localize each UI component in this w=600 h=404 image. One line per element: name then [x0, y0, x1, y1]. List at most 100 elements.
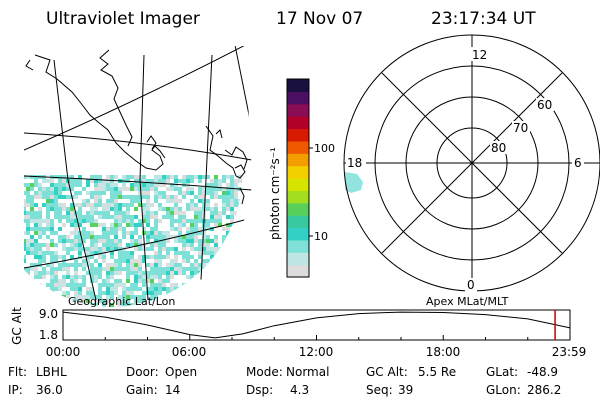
emission-pixel	[254, 295, 258, 299]
emission-pixel	[58, 199, 62, 203]
emission-pixel	[110, 223, 114, 227]
emission-pixel	[166, 263, 170, 267]
emission-pixel	[58, 231, 62, 235]
emission-pixel	[114, 223, 118, 227]
emission-pixel	[86, 175, 90, 179]
emission-pixel	[82, 211, 86, 215]
emission-pixel	[154, 247, 158, 251]
emission-pixel	[106, 227, 110, 231]
emission-pixel	[218, 231, 222, 235]
emission-pixel	[26, 215, 30, 219]
emission-pixel	[206, 247, 210, 251]
emission-pixel	[246, 247, 250, 251]
emission-pixel	[62, 179, 66, 183]
emission-pixel	[106, 195, 110, 199]
emission-pixel	[30, 247, 34, 251]
info-mode-label: Mode:	[246, 365, 283, 379]
emission-pixel	[126, 223, 130, 227]
emission-pixel	[86, 295, 90, 299]
emission-pixel	[50, 291, 54, 295]
emission-pixel	[238, 295, 242, 299]
emission-pixel	[250, 211, 254, 215]
emission-pixel	[50, 187, 54, 191]
emission-pixel	[118, 175, 122, 179]
emission-pixel	[206, 203, 210, 207]
emission-pixel	[202, 235, 206, 239]
emission-pixel	[90, 247, 94, 251]
emission-pixel	[82, 299, 86, 303]
emission-pixel	[254, 243, 258, 247]
emission-pixel	[42, 219, 46, 223]
emission-pixel	[170, 179, 174, 183]
emission-pixel	[94, 243, 98, 247]
emission-pixel	[50, 243, 54, 247]
emission-pixel	[62, 223, 66, 227]
emission-pixel	[90, 287, 94, 291]
emission-pixel	[102, 183, 106, 187]
emission-pixel	[70, 235, 74, 239]
emission-pixel	[250, 235, 254, 239]
emission-pixel	[166, 235, 170, 239]
emission-pixel	[242, 223, 246, 227]
emission-pixel	[58, 295, 62, 299]
emission-pixel	[138, 223, 142, 227]
emission-pixel	[66, 199, 70, 203]
emission-pixel	[106, 279, 110, 283]
emission-pixel	[162, 175, 166, 179]
emission-pixel	[86, 283, 90, 287]
emission-pixel	[38, 255, 42, 259]
emission-pixel	[126, 243, 130, 247]
emission-pixel	[46, 299, 50, 303]
colorbar-band	[287, 190, 309, 204]
emission-pixel	[110, 203, 114, 207]
emission-pixel	[230, 299, 234, 303]
emission-pixel	[102, 287, 106, 291]
emission-pixel	[24, 187, 26, 191]
emission-pixel	[154, 279, 158, 283]
emission-pixel	[210, 275, 214, 279]
emission-pixel	[234, 303, 238, 307]
emission-pixel	[178, 227, 182, 231]
emission-pixel	[218, 239, 222, 243]
emission-pixel	[222, 203, 226, 207]
emission-pixel	[230, 223, 234, 227]
emission-pixel	[46, 267, 50, 271]
emission-pixel	[146, 243, 150, 247]
emission-pixel	[246, 239, 250, 243]
emission-pixel	[174, 211, 178, 215]
emission-pixel	[98, 219, 102, 223]
emission-pixel	[226, 175, 230, 179]
emission-pixel	[250, 303, 254, 307]
emission-pixel	[94, 255, 98, 259]
emission-pixel	[54, 219, 58, 223]
emission-pixel	[86, 299, 90, 303]
emission-pixel	[182, 199, 186, 203]
emission-pixel	[38, 195, 42, 199]
emission-pixel	[178, 259, 182, 263]
emission-pixel	[138, 227, 142, 231]
emission-pixel	[98, 255, 102, 259]
emission-pixel	[154, 207, 158, 211]
info-panel: Flt: LBHL IP: 36.0 Door: Open Gain: 14 M…	[8, 365, 561, 397]
emission-pixel	[214, 251, 218, 255]
emission-pixel	[218, 243, 222, 247]
emission-pixel	[74, 203, 78, 207]
emission-pixel	[242, 227, 246, 231]
emission-pixel	[134, 203, 138, 207]
emission-pixel	[30, 183, 34, 187]
emission-pixel	[138, 231, 142, 235]
colorbar-band	[287, 128, 309, 142]
x-tick-label: 23:59	[552, 345, 587, 359]
emission-pixel	[110, 279, 114, 283]
emission-pixel	[58, 287, 62, 291]
emission-pixel	[218, 179, 222, 183]
emission-pixel	[24, 247, 26, 251]
emission-pixel	[34, 199, 38, 203]
emission-pixel	[26, 255, 30, 259]
y-tick-label-bottom: 1.8	[39, 328, 58, 342]
emission-pixel	[130, 247, 134, 251]
emission-pixel	[194, 183, 198, 187]
emission-pixel	[122, 283, 126, 287]
emission-pixel	[242, 239, 246, 243]
emission-pixel	[202, 291, 206, 295]
